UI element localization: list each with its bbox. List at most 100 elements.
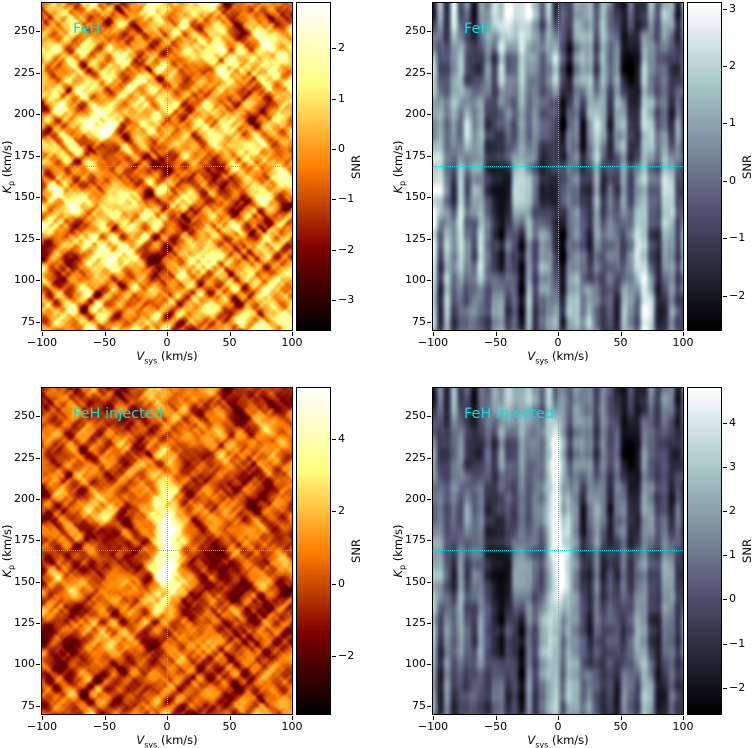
x-axis-label-symbol: V: [136, 733, 145, 747]
colorbar-tick-label: 2: [729, 504, 736, 518]
x-tick-mark: [620, 332, 622, 336]
y-tick-label: 250: [14, 409, 35, 423]
x-tick-label: −50: [483, 336, 508, 349]
x-tick-label: 100: [672, 336, 694, 349]
colorbar: [687, 387, 727, 715]
x-tick-mark: [42, 332, 43, 336]
colorbar-canvas: [297, 388, 330, 714]
y-tick-label: 150: [405, 190, 426, 204]
crosshair-vertical-line: [167, 3, 168, 330]
y-tick-label: 125: [405, 615, 426, 629]
y-tick-mark: [36, 498, 40, 500]
x-tick-mark: [42, 716, 43, 720]
colorbar: [687, 2, 727, 331]
colorbar-tick-label: 2: [729, 59, 736, 73]
colorbar: [296, 2, 336, 331]
y-tick-mark: [36, 114, 40, 116]
y-tick-label: 75: [412, 698, 426, 712]
colorbar-tick-mark: [332, 98, 336, 100]
colorbar-tick-mark: [723, 555, 727, 557]
y-tick-label: 175: [405, 148, 426, 162]
x-axis-label: Vsys (km/s): [527, 349, 588, 365]
y-tick-mark: [427, 457, 431, 459]
y-tick-label: 150: [14, 574, 35, 588]
panel-title: FeH: [73, 21, 101, 37]
x-tick-mark: [104, 332, 106, 336]
x-tick-mark: [104, 716, 106, 720]
colorbar-tick-label: −1: [729, 231, 746, 245]
colorbar-tick-label: −2: [729, 288, 746, 302]
x-tick-label: −50: [92, 720, 117, 733]
colorbar-tick-label: 2: [338, 504, 345, 518]
x-tick-mark: [558, 716, 559, 720]
x-tick-label: −100: [417, 336, 449, 349]
y-tick-mark: [427, 622, 431, 624]
x-axis-label-symbol: V: [527, 733, 536, 747]
x-axis-label-units: (km/s): [157, 349, 198, 363]
x-tick-label: 50: [222, 720, 237, 733]
crosshair-vertical-line: [558, 3, 559, 330]
colorbar-tick-label: 1: [729, 548, 736, 562]
colorbar: [296, 387, 336, 715]
y-tick-label: 225: [405, 450, 426, 464]
colorbar-tick-label: 1: [729, 116, 736, 130]
x-axis-label-subscript: sys: [144, 356, 158, 366]
colorbar-tick-mark: [332, 583, 336, 585]
y-tick-label: 125: [14, 615, 35, 629]
colorbar-tick-mark: [332, 199, 336, 201]
colorbar-tick-mark: [723, 66, 727, 68]
x-tick-mark: [167, 716, 168, 720]
heatmap-plot: FeH: [36, 2, 293, 336]
colorbar-tick-mark: [332, 148, 336, 150]
colorbar-tick-mark: [332, 656, 336, 658]
y-tick-mark: [36, 238, 40, 240]
x-axis-label-subscript: sys: [535, 356, 549, 366]
y-tick-label: 100: [405, 273, 426, 287]
y-tick-label: 75: [412, 314, 426, 328]
y-tick-mark: [36, 197, 40, 199]
colorbar-tick-label: −3: [338, 292, 355, 306]
colorbar-tick-label: 4: [729, 416, 736, 430]
y-tick-mark: [36, 457, 40, 459]
crosshair-vertical-line: [167, 388, 168, 714]
panel-title: FeH injected: [73, 406, 163, 422]
heatmap-plot: FeH injected: [427, 387, 684, 720]
colorbar-tick-label: 3: [729, 1, 736, 15]
y-tick-label: 150: [14, 190, 35, 204]
x-tick-label: 0: [554, 720, 562, 733]
colorbar-tick-label: −2: [338, 649, 355, 663]
y-tick-label: 200: [14, 491, 35, 505]
x-tick-mark: [683, 716, 684, 720]
colorbar-label: SNR: [740, 539, 753, 563]
y-tick-label: 250: [405, 409, 426, 423]
colorbar-tick-mark: [723, 467, 727, 469]
x-tick-mark: [620, 716, 622, 720]
y-tick-label: 225: [14, 65, 35, 79]
y-tick-label: 175: [405, 533, 426, 547]
colorbar-tick-mark: [723, 295, 727, 297]
x-tick-label: 0: [554, 336, 562, 349]
x-tick-mark: [229, 332, 231, 336]
y-tick-mark: [427, 31, 431, 33]
colorbar-tick-mark: [723, 511, 727, 513]
y-axis-label-units: (km/s): [390, 524, 405, 565]
x-axis-label-symbol: V: [527, 349, 536, 363]
colorbar-tick-label: 3: [729, 460, 736, 474]
y-tick-mark: [36, 705, 40, 707]
heatmap-plot: FeH: [427, 2, 684, 336]
y-tick-mark: [427, 114, 431, 116]
x-tick-label: 100: [672, 720, 694, 733]
colorbar-tick-mark: [723, 123, 727, 125]
colorbar-tick-mark: [723, 687, 727, 689]
x-tick-mark: [433, 716, 434, 720]
colorbar-tick-mark: [332, 299, 336, 301]
x-tick-label: −50: [92, 336, 117, 349]
x-tick-mark: [683, 332, 684, 336]
colorbar-tick-label: −1: [338, 192, 355, 206]
colorbar-tick-mark: [723, 599, 727, 601]
colorbar-canvas: [297, 3, 330, 330]
colorbar-tick-label: 0: [338, 141, 345, 155]
x-axis-label: Vsys (km/s): [136, 733, 197, 748]
